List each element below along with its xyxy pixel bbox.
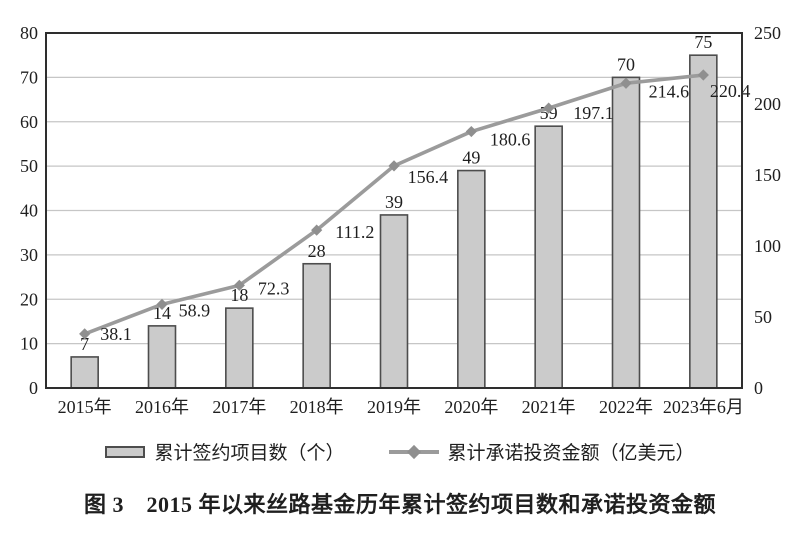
line-value-label: 156.4 xyxy=(408,167,449,187)
data-point-marker xyxy=(156,298,168,310)
data-point-marker xyxy=(620,77,632,89)
y-axis-tick-label-left: 40 xyxy=(20,201,38,221)
bar-value-label: 49 xyxy=(462,148,480,168)
x-axis-tick-label: 2018年 xyxy=(290,397,344,417)
data-point-marker xyxy=(388,160,400,172)
bar xyxy=(147,325,177,389)
bar xyxy=(379,214,409,389)
y-axis-tick-label-right: 100 xyxy=(754,236,781,256)
x-axis-tick-label: 2023年6月 xyxy=(663,397,744,417)
bar xyxy=(534,125,563,389)
y-axis-tick-label-right: 50 xyxy=(754,307,772,327)
line-value-label: 180.6 xyxy=(490,130,531,150)
bar-value-label: 7 xyxy=(80,334,89,354)
y-axis-tick-label-left: 10 xyxy=(20,334,38,354)
y-axis-tick-label-left: 0 xyxy=(29,378,38,398)
bar xyxy=(225,307,254,389)
y-axis-tick-label-right: 250 xyxy=(754,23,781,43)
diamond-marker-icon xyxy=(406,444,421,459)
y-axis-tick-label-left: 70 xyxy=(20,67,38,87)
plot-frame xyxy=(45,32,743,389)
x-axis-tick-label: 2022年 xyxy=(599,397,653,417)
bar xyxy=(689,54,718,389)
bar xyxy=(302,262,331,389)
line-value-label: 58.9 xyxy=(179,300,211,320)
bar-value-label: 39 xyxy=(385,192,403,212)
bar xyxy=(457,169,486,389)
x-axis-tick-label: 2021年 xyxy=(522,397,576,417)
bar xyxy=(70,356,99,389)
x-axis-tick-label: 2016年 xyxy=(135,397,189,417)
bar-value-label: 28 xyxy=(308,241,326,261)
y-axis-tick-label-left: 80 xyxy=(20,23,38,43)
line-value-label: 214.6 xyxy=(649,81,690,101)
bar-value-label: 70 xyxy=(617,54,635,74)
y-axis-tick-label-left: 30 xyxy=(20,245,38,265)
legend-item-line: 累计承诺投资金额（亿美元） xyxy=(388,438,695,465)
y-axis-tick-label-left: 60 xyxy=(20,112,38,132)
legend-bars-label: 累计签约项目数（个） xyxy=(154,443,345,464)
x-axis-tick-label: 2020年 xyxy=(444,397,498,417)
chart-canvas: 7141828394959707538.158.972.3111.2156.41… xyxy=(20,23,781,417)
data-point-marker xyxy=(311,224,323,236)
x-axis-tick-label: 2017年 xyxy=(212,397,266,417)
x-axis-tick-label: 2015年 xyxy=(58,397,112,417)
line-value-label: 72.3 xyxy=(258,278,290,298)
bar-series-swatch-icon xyxy=(105,445,146,458)
y-axis-tick-label-right: 150 xyxy=(754,165,781,185)
data-point-marker xyxy=(79,328,91,340)
data-point-marker xyxy=(233,279,245,291)
chart-legend: 累计签约项目数（个） 累计承诺投资金额（亿美元） xyxy=(0,438,800,465)
line-value-label: 38.1 xyxy=(100,324,131,344)
figure-caption: 图 3 2015 年以来丝路基金历年累计签约项目数和承诺投资金额 xyxy=(83,492,716,517)
bar xyxy=(611,76,641,389)
y-axis-tick-label-right: 0 xyxy=(754,378,763,398)
bar-value-label: 18 xyxy=(230,285,248,305)
data-point-marker xyxy=(697,69,709,81)
data-point-marker xyxy=(543,102,555,114)
legend-line-label: 累计承诺投资金额（亿美元） xyxy=(447,443,695,464)
line-value-label: 197.1 xyxy=(573,103,614,123)
bar-value-label: 75 xyxy=(694,32,712,52)
data-point-marker xyxy=(465,125,477,138)
line-value-label: 220.4 xyxy=(710,81,751,101)
legend-item-bars: 累计签约项目数（个） xyxy=(105,438,345,465)
y-axis-tick-label-right: 200 xyxy=(754,94,781,114)
y-axis-tick-label-left: 20 xyxy=(20,289,38,309)
x-axis-tick-label: 2019年 xyxy=(367,397,421,417)
line-series-swatch-icon xyxy=(388,444,439,459)
y-axis-tick-label-left: 50 xyxy=(20,156,38,176)
line-value-label: 111.2 xyxy=(335,222,374,242)
